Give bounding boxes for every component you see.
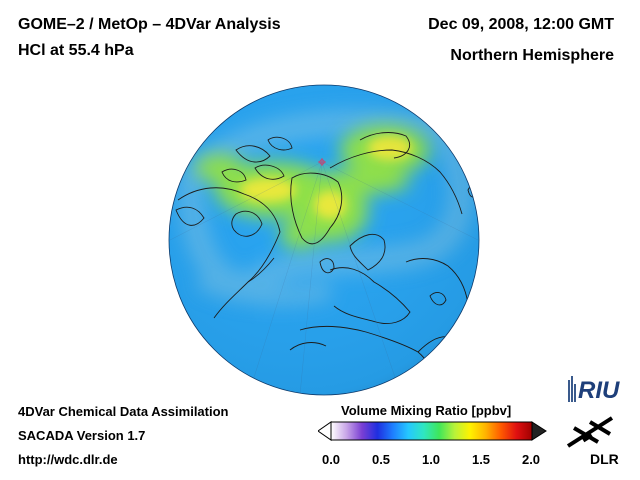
globe-outline bbox=[168, 84, 480, 396]
colorbar-high-arrow bbox=[531, 421, 547, 441]
colorbar-tick: 1.5 bbox=[471, 452, 491, 467]
colorbar-tick: 2.0 bbox=[521, 452, 541, 467]
riu-logo: RIU bbox=[568, 376, 620, 404]
north-pole-marker bbox=[318, 158, 326, 166]
map-region: Northern Hemisphere bbox=[450, 47, 614, 64]
map-title: GOME–2 / MetOp – 4DVar Analysis bbox=[18, 16, 281, 33]
svg-text:DLR: DLR bbox=[590, 451, 619, 467]
globe-map bbox=[168, 84, 480, 396]
footer-method: 4DVar Chemical Data Assimilation bbox=[18, 404, 229, 419]
colorbar-tick: 1.0 bbox=[421, 452, 441, 467]
globe-field bbox=[169, 85, 479, 395]
footer-link[interactable]: http://wdc.dlr.de bbox=[18, 452, 118, 467]
colorbar-low-arrow bbox=[318, 421, 332, 441]
colorbar-label: Volume Mixing Ratio [ppbv] bbox=[341, 403, 512, 418]
map-subtitle-species: HCl at 55.4 hPa bbox=[18, 42, 134, 59]
map-date: Dec 09, 2008, 12:00 GMT bbox=[428, 16, 614, 33]
colorbar-tick: 0.0 bbox=[321, 452, 341, 467]
svg-text:RIU: RIU bbox=[578, 377, 620, 404]
dlr-logo: DLR bbox=[566, 416, 619, 467]
colorbar-gradient bbox=[330, 421, 533, 441]
colorbar-tick: 0.5 bbox=[371, 452, 391, 467]
colorbar bbox=[318, 421, 547, 441]
footer-version: SACADA Version 1.7 bbox=[18, 428, 146, 443]
